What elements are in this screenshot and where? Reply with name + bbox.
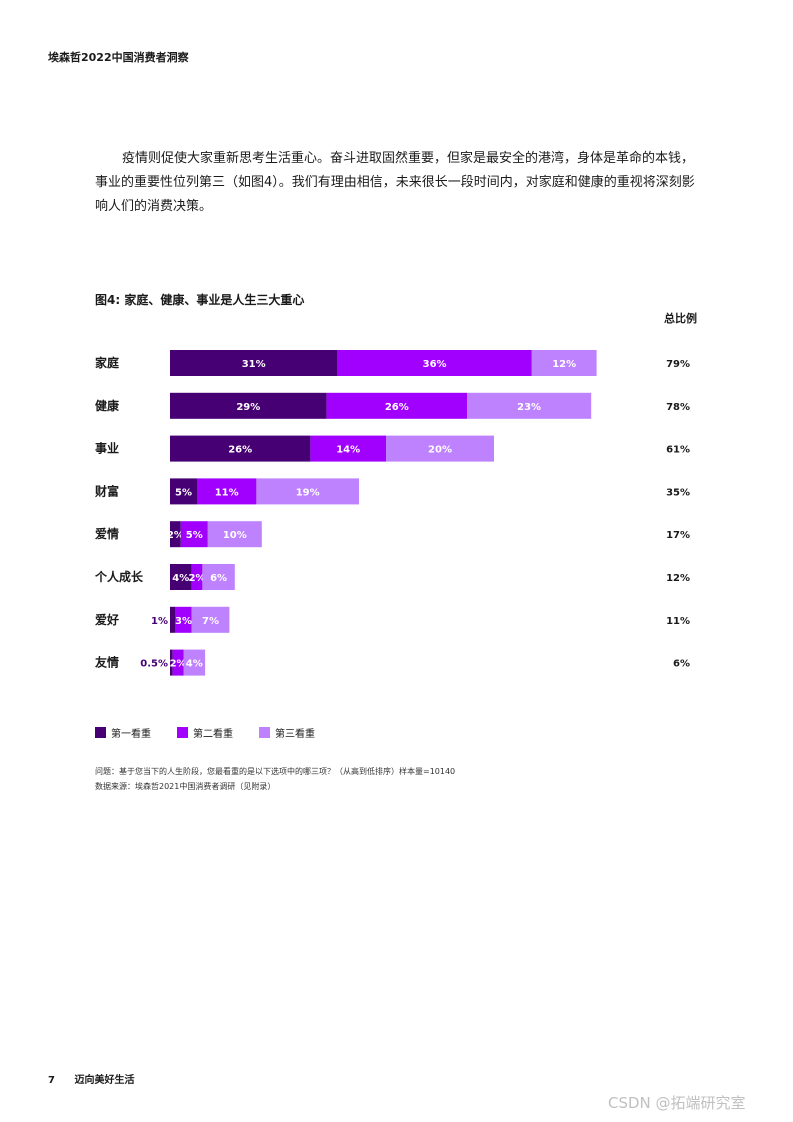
total-value-label: 61%	[666, 445, 690, 456]
page-number: 7	[48, 1075, 55, 1086]
bar-value-label: 10%	[223, 530, 247, 541]
survey-question-note: 问题：基于您当下的人生阶段，您最看重的是以下选项中的哪三项？（从高到低排序）样本…	[95, 767, 456, 776]
bar-segment	[170, 350, 338, 376]
bar-segment	[183, 649, 206, 676]
page-footer: 7 迈向美好生活	[48, 1071, 134, 1086]
footer-section-title: 迈向美好生活	[74, 1075, 135, 1086]
bar-value-label: 2%	[170, 659, 187, 670]
total-value-label: 12%	[666, 573, 690, 584]
total-value-label: 11%	[666, 616, 690, 627]
bar-segment	[386, 435, 494, 462]
bar-segment	[197, 478, 257, 505]
category-label: 爱情	[95, 526, 119, 541]
bar-value-label: 3%	[175, 616, 192, 627]
bar-value-label: 0.5%	[140, 659, 168, 670]
bar-value-label: 2%	[189, 573, 206, 584]
bar-value-label: 4%	[186, 659, 203, 670]
bar-value-label: 26%	[228, 445, 252, 456]
bar-value-label: 7%	[202, 616, 219, 627]
bar-value-label: 36%	[423, 359, 447, 370]
bar-segment	[326, 392, 467, 419]
bar-segment	[170, 435, 311, 462]
intro-paragraph-block: 疫情则促使大家重新思考生活重心。奋斗进取固然重要，但家是最安全的港湾，身体是革命…	[95, 147, 705, 219]
bar-value-label: 5%	[175, 487, 192, 498]
category-label: 友情	[94, 655, 119, 670]
bar-segment	[172, 649, 184, 676]
category-label: 家庭	[95, 355, 119, 370]
bar-segment	[170, 564, 192, 590]
legend-label-third: 第三看重	[275, 729, 315, 740]
bar-segment	[180, 521, 208, 548]
legend-item-third: 第三看重	[259, 725, 315, 740]
figure-title: 图4: 家庭、健康、事业是人生三大重心	[95, 293, 305, 307]
category-label: 事业	[95, 441, 119, 456]
bar-segment	[175, 606, 192, 633]
legend-swatch-second	[177, 727, 188, 738]
bar-value-label: 5%	[186, 530, 203, 541]
category-label: 财富	[94, 483, 119, 498]
report-header-title: 埃森哲2022中国消费者洞察	[48, 51, 189, 64]
bar-value-label: 23%	[517, 402, 541, 413]
category-label: 爱好	[95, 612, 119, 627]
bar-value-label: 11%	[215, 487, 239, 498]
bar-value-label: 29%	[236, 402, 260, 413]
bar-segment	[310, 435, 386, 462]
bar-segment	[337, 350, 532, 376]
bar-value-label: 31%	[242, 359, 266, 370]
watermark: CSDN @拓端研究室	[608, 1094, 746, 1112]
total-value-label: 17%	[666, 530, 690, 541]
bar-value-label: 6%	[210, 573, 227, 584]
legend-item-second: 第二看重	[177, 725, 233, 740]
bar-segment	[170, 478, 197, 505]
bar-segment	[467, 392, 592, 419]
data-source-note: 数据来源：埃森哲2021中国消费者调研（见附录）	[95, 782, 276, 791]
total-value-label: 6%	[673, 659, 690, 670]
bar-segment	[531, 350, 597, 376]
total-value-label: 35%	[666, 487, 690, 498]
chart-notes: 问题：基于您当下的人生阶段，您最看重的是以下选项中的哪三项？（从高到低排序）样本…	[95, 764, 455, 794]
bar-segment	[191, 606, 230, 633]
legend-swatch-third	[259, 727, 270, 738]
total-column-header: 总比例	[664, 312, 697, 325]
bar-segment	[202, 564, 235, 590]
bar-value-label: 2%	[167, 530, 184, 541]
bar-value-label: 1%	[151, 616, 168, 627]
category-label: 个人成长	[94, 569, 144, 584]
bar-segment	[191, 564, 203, 590]
stacked-bar-chart: 家庭 31% 36% 12% 79% 健康 29% 26% 23% 78% 事业 26% 14% 20% 6…	[94, 350, 690, 676]
chart-legend: 第一看重 第二看重 第三看重	[95, 725, 341, 740]
bar-segment	[170, 649, 173, 676]
bar-segment	[256, 478, 359, 505]
legend-label-first: 第一看重	[111, 729, 151, 740]
category-label: 健康	[95, 398, 120, 413]
bar-segment	[170, 392, 327, 419]
bar-value-label: 26%	[385, 402, 409, 413]
bar-segment	[170, 521, 181, 548]
total-value-label: 79%	[666, 359, 690, 370]
bar-value-label: 12%	[552, 359, 576, 370]
total-value-label: 78%	[666, 402, 690, 413]
bar-value-label: 14%	[336, 445, 360, 456]
legend-item-first: 第一看重	[95, 725, 151, 740]
bar-segment	[170, 606, 176, 633]
bar-value-label: 19%	[296, 487, 320, 498]
legend-swatch-first	[95, 727, 106, 738]
intro-paragraph: 疫情则促使大家重新思考生活重心。奋斗进取固然重要，但家是最安全的港湾，身体是革命…	[95, 151, 695, 214]
bar-value-label: 20%	[428, 445, 452, 456]
legend-label-second: 第二看重	[193, 729, 233, 740]
bar-segment	[207, 521, 262, 548]
bar-value-label: 4%	[172, 573, 189, 584]
